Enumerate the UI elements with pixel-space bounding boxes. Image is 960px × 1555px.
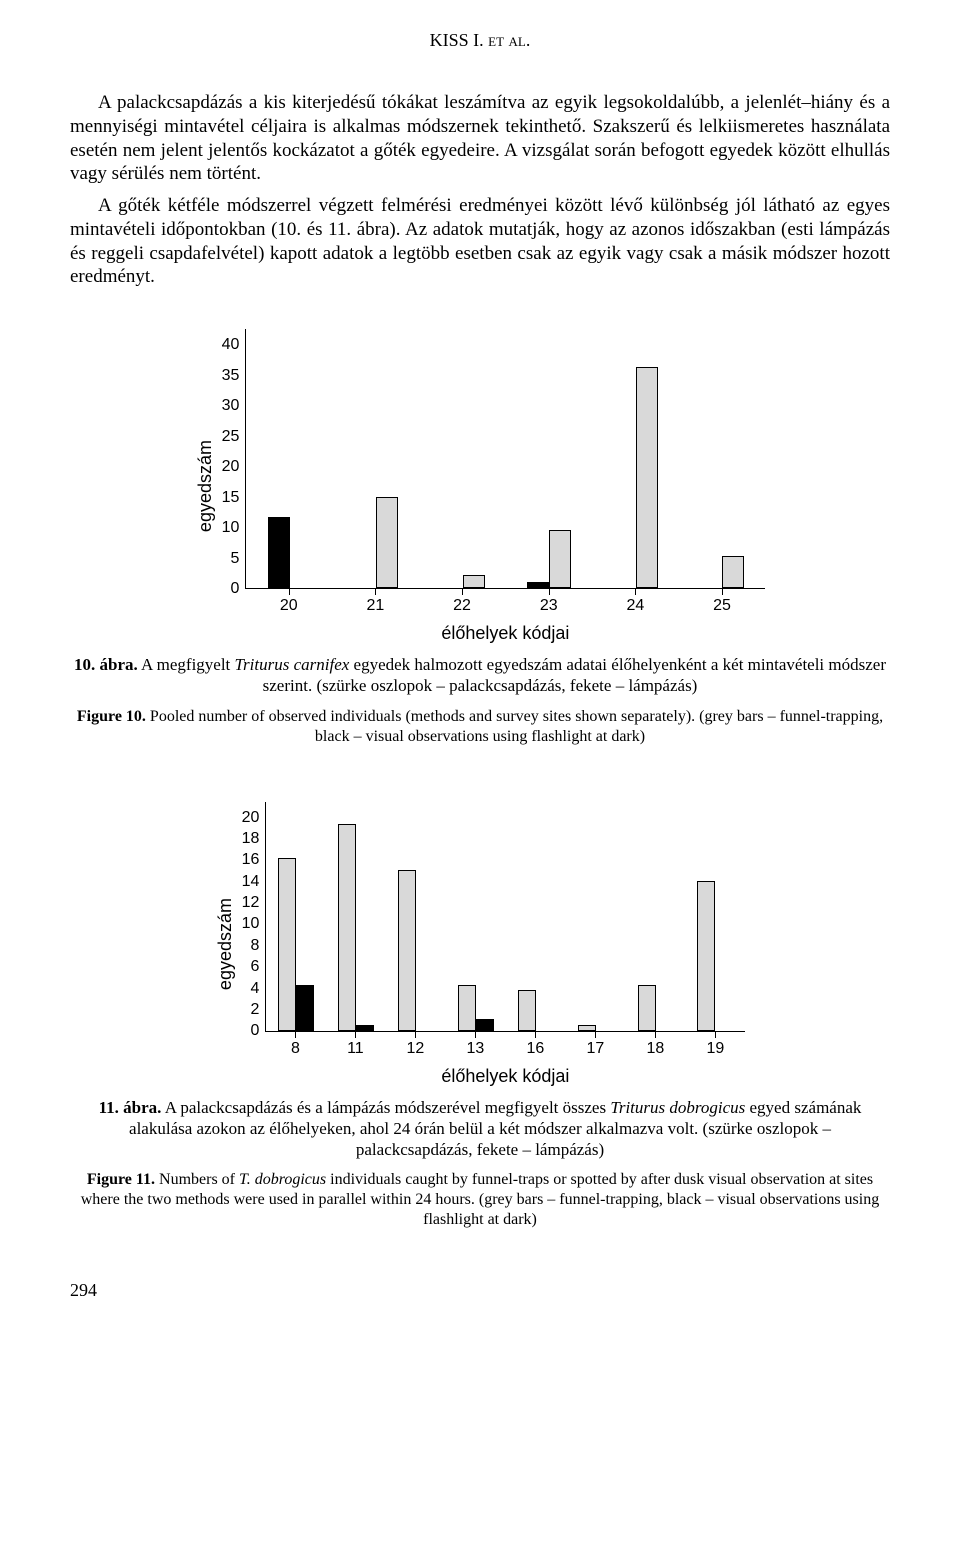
- bar-palackcsapdazas: [578, 1025, 596, 1031]
- bar-group: [566, 1025, 626, 1031]
- ytick-label: 0: [250, 1023, 259, 1039]
- bar-group: [686, 881, 746, 1031]
- xtick-label: 20: [280, 597, 298, 615]
- figure-10-yaxis: 4035302520151050: [222, 329, 246, 589]
- header-author: KISS I. et al.: [70, 30, 890, 51]
- bar-group: [246, 517, 333, 589]
- figure-11-caption-en-text: Numbers of T. dobrogicus individuals cau…: [81, 1171, 879, 1228]
- bar-lampazas: [296, 985, 314, 1031]
- xtick-label: 25: [713, 597, 731, 615]
- bar-group: [506, 530, 593, 589]
- bar-group: [419, 575, 506, 588]
- ytick-label: 4: [250, 981, 259, 997]
- ytick-label: 10: [222, 520, 240, 536]
- ytick-label: 2: [250, 1002, 259, 1018]
- bar-palackcsapdazas: [376, 497, 398, 588]
- figure-10-chart: egyedszám 4035302520151050 202122232425 …: [195, 329, 766, 644]
- ytick-label: 12: [242, 895, 260, 911]
- figure-10: egyedszám 4035302520151050 202122232425 …: [70, 329, 890, 644]
- author-text: KISS I. et al.: [430, 30, 531, 50]
- figure-10-ylabel: egyedszám: [195, 440, 216, 532]
- ytick-label: 16: [242, 852, 260, 868]
- ytick-label: 20: [222, 459, 240, 475]
- figure-10-xlabels: 20 21 22 23 24 25: [245, 595, 765, 615]
- figure-10-caption-hu: 10. ábra. A megfigyelt Triturus carnifex…: [70, 654, 890, 697]
- xtick-label: 11: [347, 1040, 364, 1058]
- xtick-label: 24: [626, 597, 644, 615]
- ytick-label: 40: [222, 337, 240, 353]
- bar-group: [386, 870, 446, 1031]
- figure-11-xtitle: élőhelyek kódjai: [265, 1066, 745, 1087]
- bar-palackcsapdazas: [722, 556, 744, 589]
- xtick-label: 13: [466, 1040, 484, 1058]
- bar-palackcsapdazas: [549, 530, 571, 589]
- ytick-label: 6: [250, 959, 259, 975]
- figure-11-caption-en-prefix: Figure 11.: [87, 1171, 155, 1188]
- bar-palackcsapdazas: [458, 985, 476, 1031]
- figure-10-caption-en: Figure 10. Pooled number of observed ind…: [70, 707, 890, 747]
- xtick-label: 18: [646, 1040, 664, 1058]
- figure-11-plot: [265, 802, 745, 1032]
- figure-10-caption-hu-prefix: 10. ábra.: [74, 655, 138, 674]
- bar-group: [626, 985, 686, 1031]
- paragraph-2: A gőték kétféle módszerrel végzett felmé…: [70, 194, 890, 289]
- bar-lampazas: [476, 1019, 494, 1031]
- xtick-label: 19: [706, 1040, 724, 1058]
- bar-group: [446, 985, 506, 1031]
- bar-palackcsapdazas: [338, 824, 356, 1031]
- figure-10-caption-en-prefix: Figure 10.: [77, 708, 146, 725]
- figure-10-plot: [245, 329, 765, 589]
- bar-group: [592, 367, 679, 588]
- ytick-label: 0: [230, 581, 239, 597]
- ytick-label: 14: [242, 874, 260, 890]
- bar-palackcsapdazas: [518, 990, 536, 1030]
- figure-11-chart: egyedszám 20181614121086420 811121316171…: [215, 802, 746, 1087]
- xtick-label: 21: [366, 597, 384, 615]
- xtick-label: 23: [540, 597, 558, 615]
- ytick-label: 30: [222, 398, 240, 414]
- figure-11: egyedszám 20181614121086420 811121316171…: [70, 802, 890, 1087]
- xtick-label: 22: [453, 597, 471, 615]
- figure-11-xlabels: 8 11 12 13 16 17 18 19: [265, 1038, 745, 1058]
- ytick-label: 18: [242, 831, 260, 847]
- page: KISS I. et al. A palackcsapdázás a kis k…: [0, 0, 960, 1341]
- figure-11-yaxis: 20181614121086420: [242, 802, 266, 1032]
- figure-10-caption-en-text: Pooled number of observed individuals (m…: [146, 708, 883, 745]
- ytick-label: 15: [222, 490, 240, 506]
- bar-group: [326, 824, 386, 1031]
- ytick-label: 25: [222, 429, 240, 445]
- bar-lampazas: [356, 1025, 374, 1031]
- figure-11-caption-hu: 11. ábra. A palackcsapdázás és a lámpázá…: [70, 1097, 890, 1161]
- bar-palackcsapdazas: [638, 985, 656, 1031]
- bar-palackcsapdazas: [398, 870, 416, 1031]
- paragraph-1: A palackcsapdázás a kis kiterjedésű tóká…: [70, 91, 890, 186]
- xtick-label: 12: [406, 1040, 424, 1058]
- figure-11-ylabel: egyedszám: [215, 898, 236, 990]
- page-number: 294: [70, 1280, 890, 1301]
- ytick-label: 10: [242, 916, 260, 932]
- figure-10-xtitle: élőhelyek kódjai: [245, 623, 765, 644]
- bar-group: [679, 556, 766, 589]
- bar-group: [333, 497, 420, 588]
- figure-11-caption-hu-text: A palackcsapdázás és a lámpázás módszeré…: [129, 1098, 861, 1160]
- xtick-label: 16: [526, 1040, 544, 1058]
- ytick-label: 20: [242, 810, 260, 826]
- ytick-label: 8: [250, 938, 259, 954]
- figure-11-caption-hu-prefix: 11. ábra.: [99, 1098, 162, 1117]
- bar-group: [266, 858, 326, 1031]
- bar-lampazas: [268, 517, 290, 589]
- ytick-label: 35: [222, 368, 240, 384]
- ytick-label: 5: [230, 551, 239, 567]
- bar-palackcsapdazas: [278, 858, 296, 1031]
- bar-palackcsapdazas: [697, 881, 715, 1031]
- bar-palackcsapdazas: [636, 367, 658, 588]
- bar-lampazas: [527, 582, 549, 589]
- bar-palackcsapdazas: [463, 575, 485, 588]
- xtick-label: 8: [291, 1040, 300, 1058]
- bar-group: [506, 990, 566, 1030]
- xtick-label: 17: [586, 1040, 604, 1058]
- figure-11-caption-en: Figure 11. Numbers of T. dobrogicus indi…: [70, 1170, 890, 1230]
- figure-10-caption-hu-text: A megfigyelt Triturus carnifex egyedek h…: [138, 655, 886, 695]
